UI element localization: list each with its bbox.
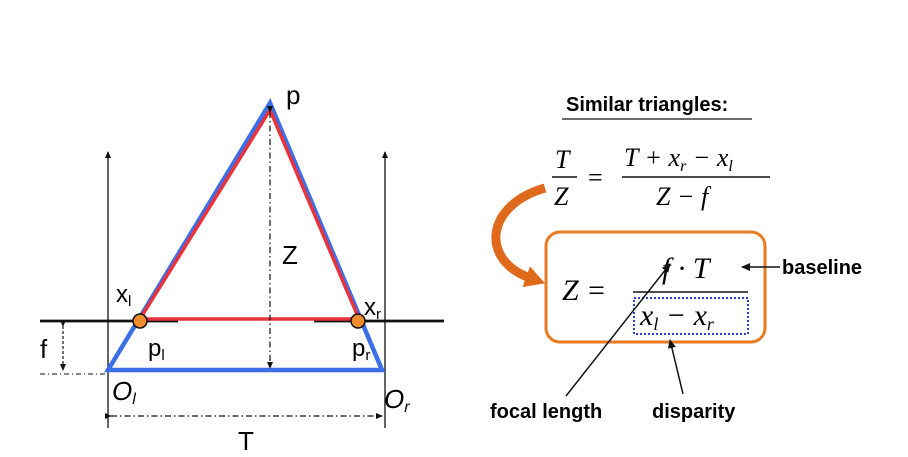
label-p-left: pl — [148, 335, 165, 364]
eq2-num: f · T — [662, 252, 712, 285]
eq1-lhs-num: T — [555, 145, 571, 174]
curved-arrow — [491, 183, 547, 287]
left-diagram: p Z f T xl xr pl pr Ol Or — [40, 80, 444, 456]
label-T: T — [238, 426, 254, 456]
disparity-pointer — [667, 339, 684, 395]
outer-triangle — [104, 98, 386, 373]
label-O-left: Ol — [112, 376, 136, 408]
eq2-lhs: Z = — [562, 274, 606, 307]
label-p-right: pr — [352, 335, 370, 364]
label-x-left: xl — [116, 281, 131, 310]
baseline-label: baseline — [782, 257, 862, 279]
image-point-right — [350, 313, 366, 329]
disparity-label: disparity — [652, 401, 736, 423]
focal-length-pointer — [565, 263, 671, 397]
depth-formula-box — [544, 230, 767, 344]
right-panel: Similar triangles: T Z = T + xr − xl Z −… — [490, 94, 862, 423]
disparity-box — [633, 297, 749, 335]
equation-depth: Z = f · T xl − xr — [562, 252, 749, 335]
label-p: p — [286, 80, 300, 110]
eq1-lhs-den: Z — [554, 182, 569, 211]
eq1-rhs-den: Z − f — [656, 182, 712, 211]
eq1-rhs-num: T + xr − xl — [624, 143, 733, 175]
label-f: f — [40, 334, 48, 364]
focal-length-label: focal length — [490, 401, 602, 423]
label-x-right: xr — [364, 294, 381, 323]
eq1-equals: = — [588, 163, 603, 192]
inner-triangle — [136, 106, 362, 321]
label-Z: Z — [282, 240, 298, 270]
image-point-left — [132, 313, 148, 329]
heading: Similar triangles: — [566, 94, 728, 116]
label-O-right: Or — [384, 384, 410, 416]
equation-similar-triangles: T Z = T + xr − xl Z − f — [552, 143, 770, 211]
eq2-den: xl − xr — [639, 299, 715, 334]
